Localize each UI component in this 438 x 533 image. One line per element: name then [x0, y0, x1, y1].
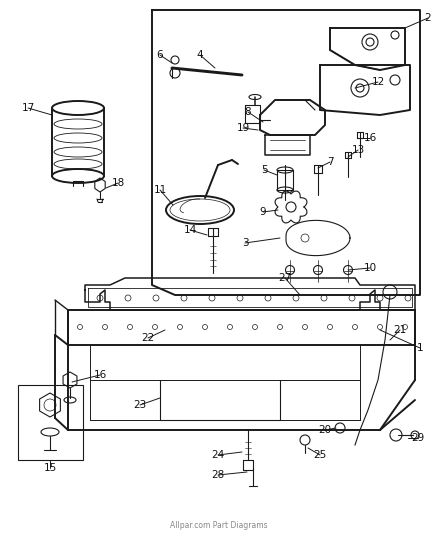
Text: 4: 4 [197, 50, 203, 60]
Text: 27: 27 [279, 273, 292, 283]
Text: 22: 22 [141, 333, 155, 343]
Text: 11: 11 [153, 185, 166, 195]
Text: 9: 9 [260, 207, 266, 217]
Text: 16: 16 [93, 370, 106, 380]
Text: 17: 17 [21, 103, 35, 113]
Text: 16: 16 [364, 133, 377, 143]
Text: 13: 13 [351, 145, 364, 155]
Text: 1: 1 [417, 343, 423, 353]
Text: 25: 25 [313, 450, 327, 460]
Text: 24: 24 [212, 450, 225, 460]
Text: 15: 15 [43, 463, 57, 473]
Text: 20: 20 [318, 425, 332, 435]
Text: 8: 8 [245, 107, 251, 117]
Text: 7: 7 [327, 157, 333, 167]
Text: 19: 19 [237, 123, 250, 133]
Text: 14: 14 [184, 225, 197, 235]
Bar [18, 385, 83, 460]
Text: 3: 3 [242, 238, 248, 248]
Text: 6: 6 [157, 50, 163, 60]
Text: 18: 18 [111, 178, 125, 188]
Text: 23: 23 [134, 400, 147, 410]
Text: 2: 2 [425, 13, 431, 23]
Text: 10: 10 [364, 263, 377, 273]
Text: 5: 5 [261, 165, 267, 175]
Text: 21: 21 [393, 325, 406, 335]
Text: Allpar.com Part Diagrams: Allpar.com Part Diagrams [170, 521, 268, 529]
Text: 12: 12 [371, 77, 385, 87]
Text: 29: 29 [411, 433, 424, 443]
Text: 28: 28 [212, 470, 225, 480]
